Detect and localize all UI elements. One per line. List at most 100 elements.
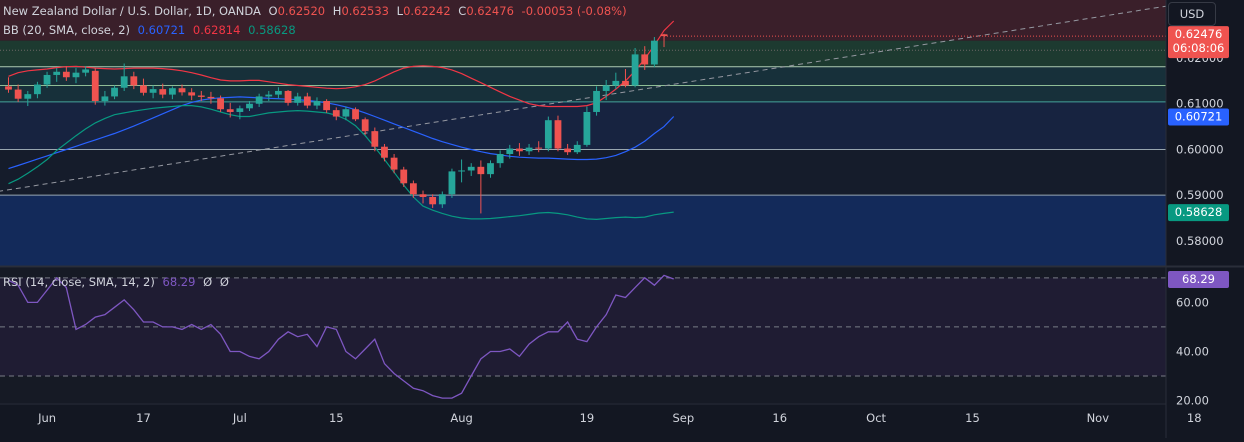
candle-body <box>43 74 51 85</box>
rsi-extra-1: Ø <box>203 275 213 289</box>
candle-body <box>429 196 437 205</box>
candle-body <box>564 148 572 153</box>
candle-body <box>236 108 244 112</box>
candle-body <box>535 147 543 149</box>
candle-body <box>487 163 494 175</box>
candle-body <box>573 144 581 153</box>
currency-button[interactable]: USD <box>1168 2 1216 26</box>
bollinger-bands <box>8 20 675 221</box>
candle-body <box>400 169 408 184</box>
symbol-title: New Zealand Dollar / U.S. Dollar, 1D, OA… <box>3 4 261 18</box>
candle-body <box>641 54 649 65</box>
close-label: C <box>458 4 467 18</box>
rsi-label: RSI (14, close, SMA, 14, 2) <box>3 275 155 289</box>
time-tick-label: 17 <box>136 411 151 425</box>
rsi-tick-label: 40.00 <box>1176 344 1209 358</box>
candle-body <box>197 95 205 97</box>
candle-body <box>275 90 282 95</box>
candle-body <box>622 80 629 86</box>
candle-body <box>265 94 273 97</box>
candle-body <box>294 96 302 103</box>
bb-basis-badge-text: 0.60721 <box>1175 110 1223 124</box>
candle-body <box>14 89 22 99</box>
time-tick-label: Jun <box>37 411 56 425</box>
candle-body <box>477 166 485 175</box>
price-zone-5 <box>0 195 1166 266</box>
current-price-badge-text: 06:08:06 <box>1173 41 1225 55</box>
candle-body <box>217 98 224 110</box>
bb-label: BB (20, SMA, close, 2) <box>3 23 130 37</box>
time-tick-label: 18 <box>1187 411 1202 425</box>
candle-body <box>467 166 475 171</box>
rsi-tick-label: 20.00 <box>1176 394 1209 408</box>
candle-body <box>91 70 99 102</box>
bb-lower-badge-box <box>1168 204 1229 222</box>
candle-body <box>5 86 12 90</box>
candle-body <box>62 71 70 78</box>
candle-body <box>525 147 533 152</box>
candle-body <box>458 170 465 172</box>
candle-body <box>168 88 176 95</box>
low-value: 0.62242 <box>403 4 451 18</box>
candle-body <box>140 85 147 93</box>
bb-lower-line <box>8 105 674 221</box>
high-label: H <box>332 4 342 18</box>
candle-body <box>72 72 80 78</box>
candle-body <box>313 101 321 106</box>
rsi-legend-value: 68.29 <box>162 275 196 289</box>
candle-body <box>226 109 234 112</box>
candle-body <box>602 85 610 91</box>
price-zone-4 <box>0 149 1166 196</box>
price-zone-3 <box>0 101 1166 150</box>
candle-body <box>448 171 456 195</box>
bb-basis-line <box>8 96 675 170</box>
candle-body <box>409 183 417 195</box>
current-price-badge-box <box>1168 26 1229 59</box>
candle-body <box>381 146 388 158</box>
candle-body <box>631 54 639 86</box>
high-value: 0.62533 <box>341 4 389 18</box>
candle-body <box>34 84 41 95</box>
price-tick-label: 0.58000 <box>1176 234 1224 248</box>
candle-body <box>101 96 109 102</box>
trendline <box>0 0 1209 192</box>
rsi-extra-2: Ø <box>219 275 229 289</box>
price-tick-label: 0.61000 <box>1176 97 1224 111</box>
time-tick-label: Sep <box>672 411 694 425</box>
candle-body <box>188 92 196 96</box>
close-value: 0.62476 <box>466 4 514 18</box>
candles-group <box>5 33 1166 214</box>
change-value: -0.00053 (-0.08%) <box>521 4 627 18</box>
price-zone-2 <box>0 66 1166 102</box>
rsi-pane <box>0 268 1166 403</box>
candle-body <box>207 96 215 99</box>
candle-body <box>660 34 668 37</box>
candle-body <box>120 76 128 88</box>
candle-body <box>352 109 359 120</box>
rsi-line <box>8 274 674 399</box>
candle-body <box>24 94 32 99</box>
candle-body <box>332 110 340 117</box>
candle-body <box>284 90 292 103</box>
candle-body <box>342 109 350 117</box>
candle-body <box>612 80 620 86</box>
candle-body <box>506 148 514 155</box>
price-zones <box>0 0 1166 266</box>
current-price-badge-text: 0.62476 <box>1175 27 1223 41</box>
candle-body <box>149 89 157 93</box>
low-label: L <box>396 4 404 18</box>
candle-body <box>650 40 658 65</box>
candle-body <box>53 71 61 75</box>
time-tick-label: Aug <box>450 411 472 425</box>
candle-body <box>419 194 427 197</box>
price-zone-0 <box>0 0 1166 41</box>
price-tick-label: 0.60000 <box>1176 142 1224 156</box>
time-tick-label: Oct <box>866 411 886 425</box>
rsi-badge-text: 68.29 <box>1182 272 1215 286</box>
candle-body <box>246 103 253 109</box>
candle-body <box>390 157 398 170</box>
price-tick-label: 0.59000 <box>1176 188 1224 202</box>
